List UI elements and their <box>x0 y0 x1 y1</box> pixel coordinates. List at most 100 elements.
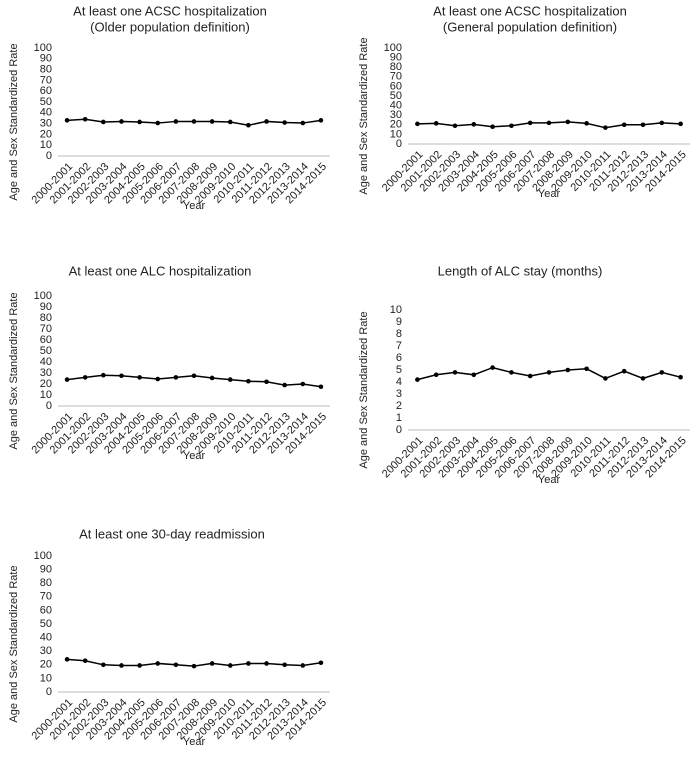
y-tick-label: 80 <box>40 64 52 76</box>
data-point <box>603 376 608 381</box>
y-tick-label: 3 <box>396 388 402 400</box>
y-tick-label: 6 <box>396 352 402 364</box>
y-tick-label: 0 <box>46 150 52 162</box>
data-point <box>565 367 571 373</box>
y-tick-label: 100 <box>384 42 402 54</box>
data-point <box>191 663 197 669</box>
data-point <box>300 120 306 126</box>
x-axis-label: Year <box>183 450 206 462</box>
data-point <box>433 121 439 126</box>
data-point <box>173 662 179 668</box>
data-point <box>565 119 571 125</box>
y-axis-label: Age and Sex Standardized Rate <box>358 37 370 194</box>
data-point <box>209 661 215 666</box>
chart-title: At least one ACSC hospitalization <box>73 3 267 18</box>
data-point <box>490 124 495 130</box>
data-point <box>227 377 233 382</box>
data-point <box>546 120 552 126</box>
chart-title: At least one ALC hospitalization <box>69 263 252 278</box>
y-tick-label: 4 <box>396 376 402 388</box>
y-tick-label: 50 <box>390 90 402 102</box>
y-tick-label: 70 <box>40 323 52 335</box>
y-tick-label: 1 <box>396 412 402 424</box>
y-tick-label: 40 <box>390 100 402 112</box>
data-point <box>155 376 161 382</box>
y-tick-label: 0 <box>396 138 402 150</box>
y-tick-label: 80 <box>40 312 52 324</box>
data-point <box>64 377 70 382</box>
y-tick-label: 60 <box>40 334 52 346</box>
y-tick-label: 30 <box>390 109 402 121</box>
data-point <box>264 119 269 124</box>
y-tick-label: 70 <box>390 71 402 83</box>
y-tick-label: 10 <box>40 672 52 684</box>
data-point <box>471 122 477 127</box>
y-tick-label: 9 <box>396 316 402 328</box>
y-tick-label: 7 <box>396 340 402 352</box>
data-point <box>640 122 646 128</box>
y-tick-label: 10 <box>390 304 402 316</box>
data-point <box>191 373 197 379</box>
data-point <box>318 660 324 666</box>
data-point <box>227 663 233 668</box>
chart-panel: At least one ACSC hospitalization(Older … <box>8 3 330 212</box>
data-point <box>137 375 142 380</box>
y-tick-label: 20 <box>40 128 52 140</box>
y-tick-label: 60 <box>40 85 52 97</box>
y-tick-label: 50 <box>40 618 52 630</box>
y-tick-label: 50 <box>40 96 52 108</box>
y-tick-label: 40 <box>40 632 52 644</box>
y-tick-label: 5 <box>396 364 402 376</box>
y-tick-label: 80 <box>390 61 402 73</box>
y-axis-label: Age and Sex Standardized Rate <box>358 311 370 468</box>
data-point <box>678 121 683 127</box>
data-point <box>246 122 251 128</box>
chart-title: At least one ACSC hospitalization <box>433 3 627 18</box>
chart-title: At least one 30-day readmission <box>79 526 265 541</box>
y-tick-label: 60 <box>40 604 52 616</box>
data-point <box>264 379 269 385</box>
y-tick-label: 20 <box>40 659 52 671</box>
y-tick-label: 2 <box>396 400 402 412</box>
y-tick-label: 90 <box>390 52 402 64</box>
y-tick-label: 30 <box>40 645 52 657</box>
y-tick-label: 80 <box>40 577 52 589</box>
y-tick-label: 90 <box>40 53 52 65</box>
data-point <box>415 377 420 382</box>
chart-title: Length of ALC stay (months) <box>438 263 603 278</box>
data-point <box>584 366 589 372</box>
y-tick-label: 10 <box>390 128 402 140</box>
chart-panel: Length of ALC stay (months)0123456789102… <box>358 263 690 486</box>
data-point <box>101 372 106 378</box>
y-tick-label: 100 <box>34 42 52 54</box>
data-point <box>101 119 106 125</box>
data-point <box>452 123 458 129</box>
data-point <box>246 378 251 384</box>
y-tick-label: 30 <box>40 367 52 379</box>
y-tick-label: 0 <box>396 424 402 436</box>
data-point <box>659 120 665 126</box>
data-point <box>209 119 215 124</box>
y-tick-label: 40 <box>40 356 52 368</box>
data-point <box>300 381 306 387</box>
y-tick-label: 90 <box>40 301 52 313</box>
data-point <box>621 368 627 374</box>
data-point <box>119 119 124 124</box>
data-point <box>101 662 106 668</box>
y-tick-label: 0 <box>46 686 52 698</box>
y-tick-label: 70 <box>40 74 52 86</box>
y-tick-label: 40 <box>40 107 52 119</box>
data-point <box>490 365 495 370</box>
data-point <box>415 121 420 127</box>
chart-subtitle: (General population definition) <box>443 19 617 34</box>
y-tick-label: 8 <box>396 328 402 340</box>
y-tick-label: 20 <box>390 119 402 131</box>
data-point <box>82 116 88 122</box>
data-point <box>509 123 514 129</box>
x-axis-label: Year <box>538 474 561 486</box>
data-point <box>678 374 683 380</box>
data-point <box>282 120 287 125</box>
y-axis-label: Age and Sex Standardized Rate <box>8 43 20 200</box>
